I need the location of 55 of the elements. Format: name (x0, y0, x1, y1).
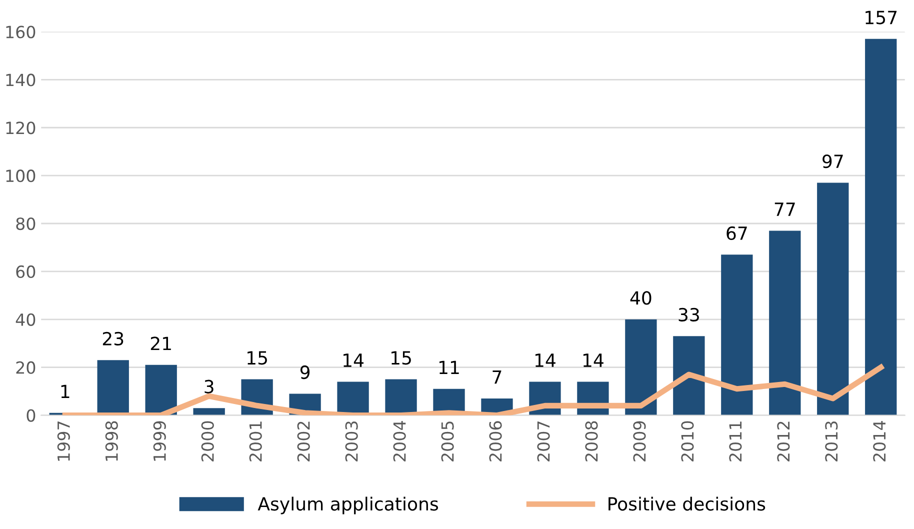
legend-label: Positive decisions (608, 496, 766, 511)
x-tick-label: 2014 (873, 421, 886, 462)
bar (865, 38, 897, 416)
data-label: 33 (678, 308, 699, 322)
x-tick-label: 2004 (393, 421, 406, 462)
y-tick-label: 0 (26, 409, 36, 422)
x-tick-label: 2007 (537, 422, 550, 462)
bar (769, 230, 801, 416)
x-tick-label: 2000 (201, 421, 214, 462)
data-label: 3 (204, 380, 214, 394)
y-tick-label: 20 (16, 361, 36, 374)
x-tick-label: 2002 (297, 422, 310, 462)
y-tick-label: 40 (16, 313, 36, 326)
bar (193, 408, 225, 416)
y-tick-label: 100 (6, 170, 36, 182)
data-label: 15 (248, 351, 267, 365)
bar (673, 336, 705, 416)
bar (817, 182, 849, 416)
x-tick-label: 2009 (633, 421, 646, 462)
data-label: 97 (822, 154, 843, 168)
data-label: 21 (150, 336, 171, 350)
data-label: 67 (726, 226, 747, 240)
data-label: 23 (102, 332, 124, 346)
data-label: 7 (492, 370, 502, 384)
x-tick-label: 2012 (777, 422, 790, 462)
data-label: 14 (583, 354, 604, 367)
x-tick-label: 1999 (153, 421, 166, 461)
y-tick-label: 60 (16, 265, 36, 278)
x-tick-label: 1997 (57, 422, 70, 461)
x-tick-label: 2005 (441, 422, 454, 462)
data-label: 1 (61, 384, 70, 398)
y-tick-label: 120 (6, 122, 36, 134)
bar (721, 254, 753, 416)
data-label: 40 (630, 291, 652, 305)
x-tick-label: 1998 (105, 421, 118, 461)
x-tick-label: 2013 (825, 421, 838, 462)
legend-label: Asylum applications (258, 496, 438, 514)
bar (145, 364, 177, 416)
data-label: 15 (392, 351, 411, 365)
x-tick-label: 2008 (585, 421, 598, 462)
data-label: 9 (300, 365, 310, 380)
y-tick-label: 160 (6, 26, 36, 38)
bar (625, 319, 657, 416)
x-tick-label: 2006 (489, 421, 502, 462)
data-label: 14 (344, 354, 364, 367)
x-tick-label: 2001 (249, 422, 262, 462)
data-label: 14 (535, 354, 556, 367)
data-label: 77 (774, 202, 795, 216)
data-label: 157 (866, 10, 897, 24)
x-tick-label: 2011 (729, 422, 742, 462)
y-tick-label: 140 (6, 74, 36, 86)
y-tick-label: 80 (16, 217, 36, 230)
x-tick-label: 2010 (681, 421, 694, 462)
x-tick-label: 2003 (345, 421, 358, 462)
data-label: 11 (440, 360, 459, 374)
